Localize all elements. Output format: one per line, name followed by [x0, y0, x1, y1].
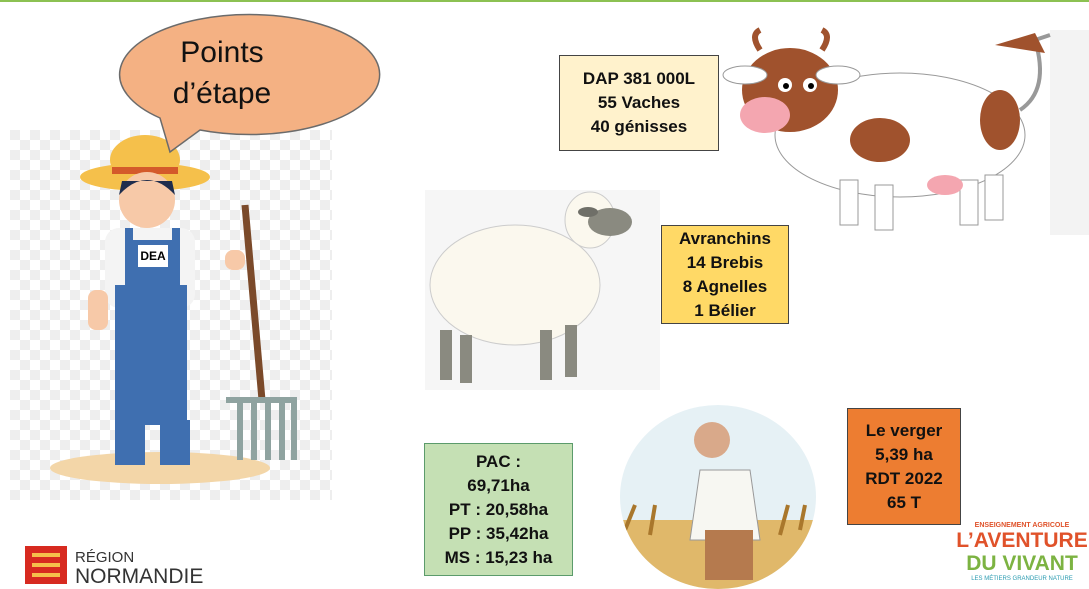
info-line: 14 Brebis [662, 251, 788, 275]
logo-text: RÉGION [75, 549, 134, 566]
logo-text: NORMANDIE [75, 565, 203, 588]
info-line: 5,39 ha [848, 443, 960, 467]
info-line: PT : 20,58ha [425, 498, 572, 522]
field-illustration [620, 405, 816, 589]
bubble-text: Points [180, 36, 263, 69]
top-rule [0, 0, 1089, 2]
info-line: 40 génisses [560, 115, 718, 139]
sheep-illustration [425, 190, 660, 390]
info-line: 8 Agnelles [662, 275, 788, 299]
info-line: 55 Vaches [560, 91, 718, 115]
info-line: Avranchins [662, 227, 788, 251]
logo-text: L’AVENTURE [956, 529, 1087, 552]
region-logo: RÉGION NORMANDIE [25, 546, 203, 588]
info-line: Le verger [848, 419, 960, 443]
slide: Points d’étape DEA [0, 0, 1089, 589]
aventure-logo: ENSEIGNEMENT AGRICOLE L’AVENTURE DU VIVA… [956, 522, 1087, 582]
cow-illustration [723, 30, 1089, 235]
info-line: DAP 381 000L [560, 67, 718, 91]
info-line: PP : 35,42ha [425, 522, 572, 546]
logo-text: DU VIVANT [966, 552, 1078, 575]
bubble-text: d’étape [173, 77, 271, 110]
info-line: PAC : [425, 450, 572, 474]
farmer-illustration [10, 130, 332, 500]
info-line: RDT 2022 [848, 467, 960, 491]
logo-text: ENSEIGNEMENT AGRICOLE [975, 522, 1070, 529]
info-line: 69,71ha [425, 474, 572, 498]
info-line: MS : 15,23 ha [425, 546, 572, 570]
info-line: 1 Bélier [662, 299, 788, 323]
info-line: 65 T [848, 491, 960, 515]
logo-text: LES MÉTIERS GRANDEUR NATURE [971, 575, 1073, 582]
badge-text: DEA [140, 249, 166, 263]
